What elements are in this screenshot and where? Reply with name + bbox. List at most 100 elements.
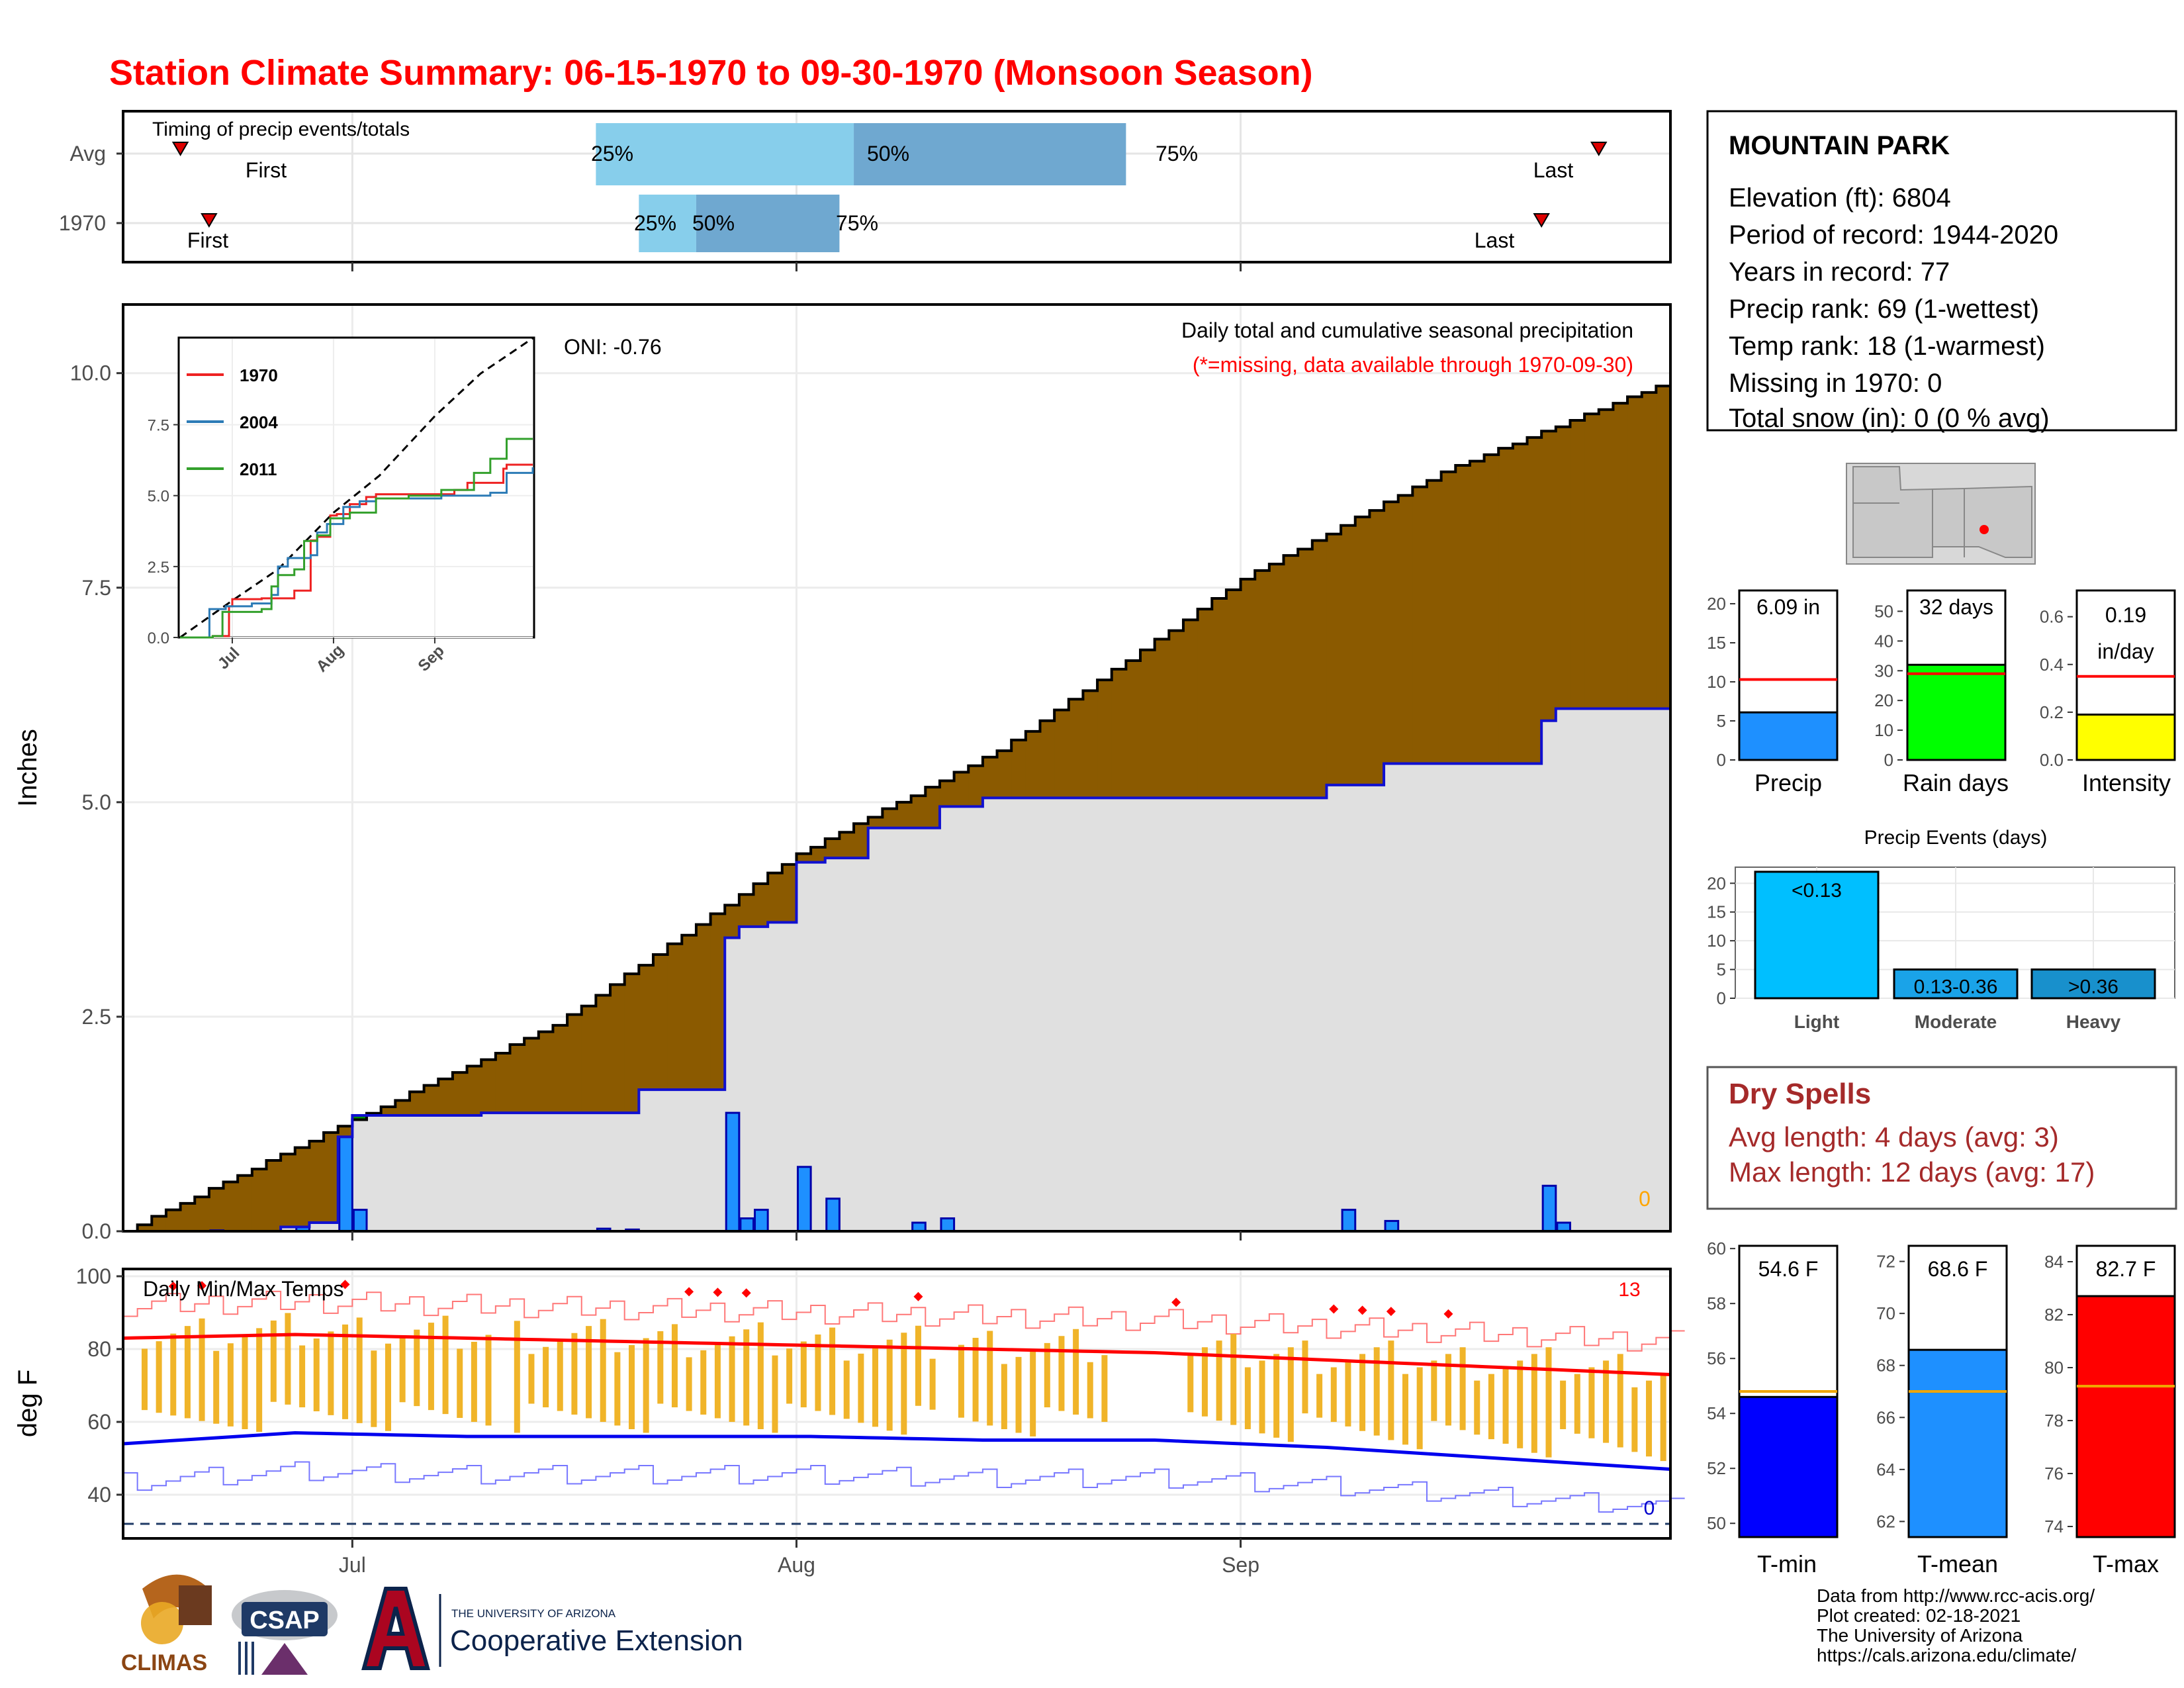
- footer-line-data: Data from http://www.rcc-acis.org/: [1817, 1585, 2095, 1606]
- deficit-fill: [925, 787, 940, 828]
- precip-summary-tick-label: 20: [1707, 594, 1726, 614]
- deficit-fill: [553, 1025, 568, 1113]
- deficit-fill: [1197, 609, 1212, 798]
- deficit-fill: [567, 1014, 582, 1113]
- deficit-fill: [381, 1107, 396, 1115]
- deficit-fill: [682, 935, 697, 1090]
- deficit-fill: [1169, 630, 1184, 798]
- deficit-fill: [1398, 495, 1413, 764]
- tmin-summary-bar: [1738, 1395, 1839, 1538]
- avg-q25-label: 25%: [591, 142, 633, 165]
- deficit-fill: [1341, 525, 1356, 785]
- temp-y-axis: 40 60 80 100: [76, 1264, 123, 1507]
- events-y-tick-label: 0: [1717, 988, 1726, 1008]
- rain-days-bar-label: Rain days: [1903, 769, 2009, 796]
- climas-logo: CLIMAS: [121, 1574, 212, 1675]
- station-name: MOUNTAIN PARK: [1729, 131, 1950, 160]
- tmean-summary-bar: [1907, 1348, 2008, 1538]
- deficit-fill: [524, 1038, 539, 1113]
- inset-average-line: [179, 337, 533, 639]
- temp-y-axis-title: deg F: [13, 1370, 42, 1437]
- cumulative-precip-line: [123, 707, 1670, 1233]
- deficit-fill: [1154, 639, 1169, 798]
- footer: CLIMAS CSAP THE UNIVERSITY OF ARIZONA Co…: [121, 1574, 2095, 1675]
- deficit-fill: [1641, 392, 1657, 709]
- summary-bar-charts: Precip Rain days Intensity 0 5 10 15 20 6.09 …: [1707, 589, 2176, 796]
- events-bar-label-heavy: >0.36: [2068, 976, 2118, 998]
- deficit-fill: [481, 1059, 496, 1113]
- events-category-light: Light: [1794, 1011, 1839, 1032]
- inset-y-tick-label: 0.0: [148, 630, 169, 647]
- deficit-fill: [1226, 590, 1242, 798]
- precip-events-plot: 0 5 10 15 20 <0.13 Light 0.13-0.36 Moderate >0.36…: [1707, 867, 2175, 1032]
- precip-note-missing: (*=missing, data available through 1970-…: [1193, 353, 1633, 377]
- intensity-summary-value-label-unit: in/day: [2097, 639, 2154, 663]
- timeline-iqr-lower-Avg: [596, 123, 854, 185]
- tmin-summary-tick-label: 52: [1707, 1458, 1726, 1478]
- tmin-summary-tick-label: 54: [1707, 1403, 1726, 1423]
- rain-days-summary-tick-label: 0: [1884, 750, 1893, 770]
- y1970-first-label: First: [187, 228, 228, 252]
- deficit-fill: [1527, 437, 1542, 764]
- deficit-fill: [1441, 471, 1456, 764]
- timeline-bars: [171, 123, 1608, 252]
- station-line-elevation: Elevation (ft): 6804: [1729, 183, 1951, 212]
- deficit-fill: [939, 780, 955, 807]
- tmean-summary-tick-label: 68: [1876, 1356, 1895, 1376]
- avg-last-label: Last: [1533, 158, 1574, 182]
- precip-bar-label: Precip: [1754, 769, 1822, 796]
- daily-precip-bar: [739, 1217, 755, 1233]
- deficit-fill: [152, 1216, 167, 1231]
- events-bar-label-light: <0.13: [1792, 880, 1842, 902]
- station-line-years: Years in record: 77: [1729, 258, 1950, 287]
- timeline-first-marker-1970: [201, 213, 218, 228]
- deficit-fill: [954, 772, 969, 807]
- locator-map-land: [1852, 466, 2032, 558]
- deficit-fill: [667, 943, 682, 1090]
- record-high-marker: [197, 1281, 207, 1291]
- tmin-summary-tick-label: 50: [1707, 1513, 1726, 1533]
- timeline-last-marker-Avg: [1590, 142, 1608, 156]
- deficit-fill: [624, 974, 639, 1113]
- deficit-fill: [997, 751, 1012, 798]
- surplus-fill: [352, 1115, 367, 1120]
- station-line-missing: Missing in 1970: 0: [1729, 369, 1942, 398]
- timeline-panel: Timing of precip events/totals Avg 1970 …: [59, 110, 1672, 271]
- tmax-summary-bar: [2075, 1295, 2176, 1538]
- dry-spells-box: Dry Spells Avg length: 4 days (avg: 3) M…: [1706, 1066, 2177, 1210]
- deficit-fill: [395, 1100, 410, 1115]
- deficit-fill: [538, 1031, 553, 1113]
- record-high-line: [123, 1290, 1685, 1352]
- dry-spells-frame: [1706, 1066, 2177, 1210]
- inset-series-2004: [180, 467, 534, 639]
- temp-y-tick-label: 100: [76, 1264, 111, 1288]
- temp-count-high: 13: [1618, 1279, 1640, 1301]
- deficit-fill: [1183, 620, 1199, 798]
- deficit-fill: [1040, 720, 1055, 798]
- footer-line-created: Plot created: 02-18-2021: [1817, 1605, 2021, 1626]
- deficit-fill: [1269, 564, 1284, 798]
- csap-logo-mountain: [261, 1643, 308, 1675]
- deficit-fill: [725, 905, 740, 938]
- deficit-fill: [1140, 649, 1156, 798]
- deficit-fill: [1570, 420, 1585, 709]
- daily-precip-bar: [940, 1217, 956, 1233]
- deficit-fill: [1512, 444, 1528, 764]
- inset-legend-2011: 2011: [240, 459, 277, 479]
- deficit-fill: [839, 832, 854, 859]
- temp-count-low: 0: [1644, 1497, 1655, 1519]
- precip-panel: 0.0 2.5 5.0 7.5 10.0 Inches Daily total and …: [13, 303, 1672, 1243]
- tmax-summary-tick-label: 80: [2044, 1358, 2064, 1378]
- deficit-fill: [639, 965, 654, 1090]
- station-line-snow: Total snow (in): 0 (0 % avg): [1729, 404, 2050, 433]
- station-info-frame: [1706, 110, 2177, 432]
- tmean-summary-tick-label: 64: [1876, 1460, 1895, 1479]
- record-high-marker: [913, 1291, 923, 1301]
- deficit-fill: [610, 984, 625, 1113]
- events-y-tick-label: 5: [1717, 960, 1726, 980]
- events-bar-heavy: [2030, 968, 2156, 1000]
- deficit-fill: [1484, 454, 1499, 764]
- rain-days-summary-tick-label: 10: [1874, 720, 1893, 740]
- temperature-summary-bars: T-min T-mean T-max 50 52 54 56 58 60 54.6 F 62 6…: [1707, 1239, 2176, 1577]
